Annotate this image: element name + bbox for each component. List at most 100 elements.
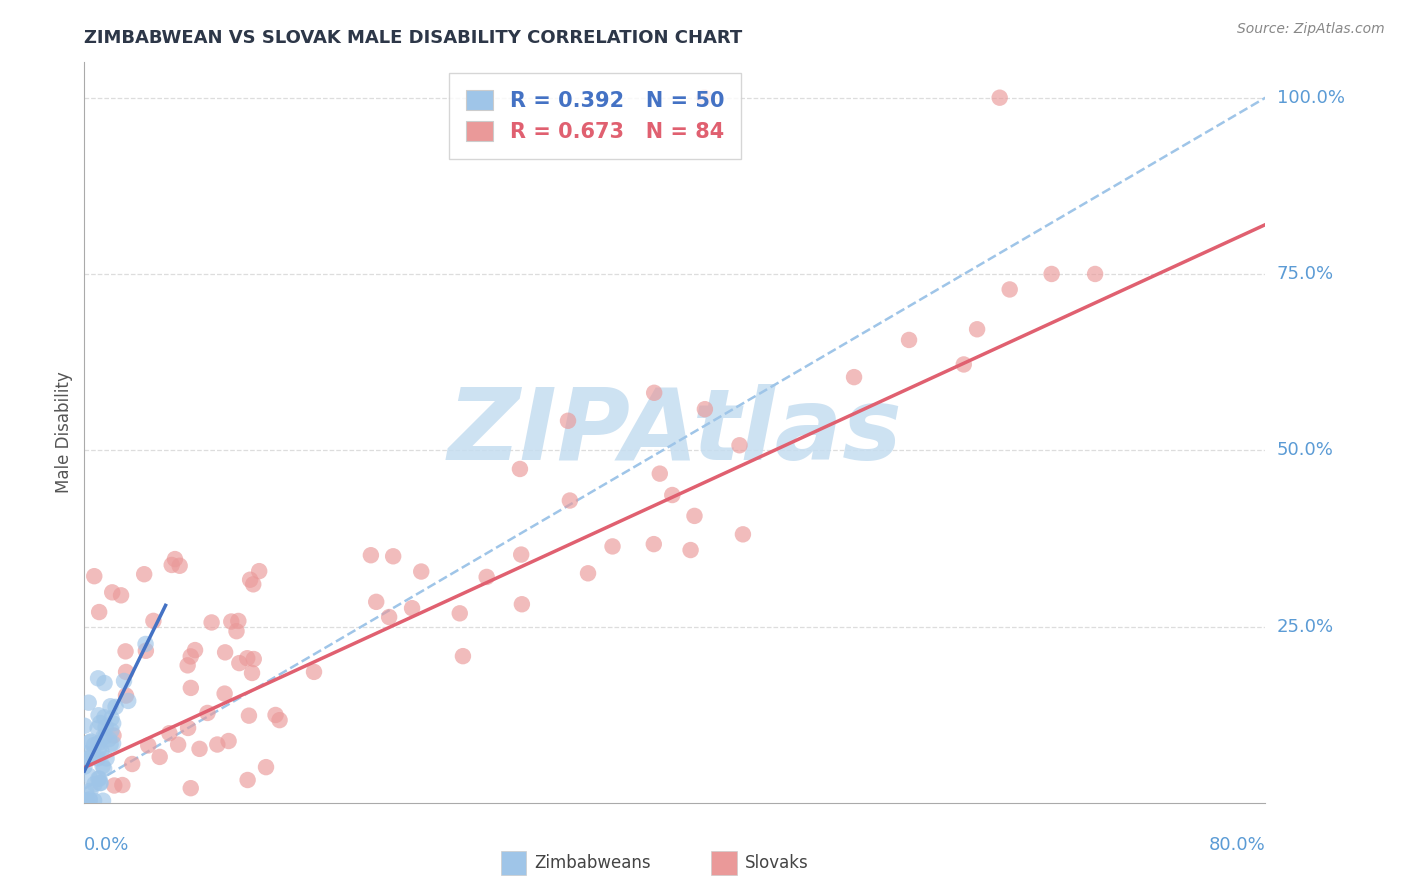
Point bbox=[160, 558, 183, 572]
Point bbox=[115, 665, 138, 679]
Point bbox=[1040, 267, 1063, 281]
Point bbox=[83, 569, 105, 583]
Point bbox=[90, 744, 112, 758]
Point bbox=[218, 734, 240, 748]
Point bbox=[180, 649, 202, 664]
Point bbox=[180, 681, 202, 695]
Point bbox=[83, 794, 105, 808]
Point bbox=[952, 358, 974, 372]
Point bbox=[100, 737, 122, 751]
Point bbox=[87, 736, 110, 750]
Point bbox=[110, 588, 132, 602]
Point bbox=[693, 91, 716, 105]
Point bbox=[236, 772, 259, 787]
Point bbox=[509, 462, 531, 476]
Text: Zimbabweans: Zimbabweans bbox=[534, 854, 651, 872]
Point bbox=[114, 644, 136, 658]
Text: 75.0%: 75.0% bbox=[1277, 265, 1334, 283]
Point bbox=[76, 794, 98, 808]
Point bbox=[180, 781, 202, 796]
Point bbox=[998, 283, 1021, 297]
Point bbox=[360, 548, 382, 562]
Point bbox=[96, 751, 118, 765]
Point bbox=[510, 597, 533, 611]
Text: 0.0%: 0.0% bbox=[84, 836, 129, 855]
Point bbox=[240, 665, 263, 680]
Point bbox=[93, 762, 115, 776]
Point bbox=[93, 730, 115, 744]
Point bbox=[188, 742, 211, 756]
Text: Slovaks: Slovaks bbox=[745, 854, 808, 872]
Point bbox=[225, 624, 247, 639]
Point bbox=[80, 734, 103, 748]
Point bbox=[510, 548, 533, 562]
Point bbox=[149, 750, 172, 764]
Point bbox=[842, 370, 865, 384]
Point bbox=[898, 333, 921, 347]
Point bbox=[117, 694, 139, 708]
Point bbox=[728, 438, 751, 452]
Text: 80.0%: 80.0% bbox=[1209, 836, 1265, 855]
Point bbox=[86, 751, 108, 765]
Point bbox=[269, 713, 291, 727]
Point bbox=[135, 644, 157, 658]
Point bbox=[136, 739, 159, 753]
Point bbox=[82, 747, 104, 761]
Point bbox=[83, 777, 105, 791]
Point bbox=[115, 689, 138, 703]
Point bbox=[142, 614, 165, 628]
Point bbox=[90, 776, 112, 790]
Point bbox=[988, 91, 1011, 105]
Point bbox=[228, 614, 250, 628]
Point bbox=[87, 743, 110, 757]
Point bbox=[648, 467, 671, 481]
Point bbox=[87, 772, 110, 786]
Point bbox=[1084, 267, 1107, 281]
Point bbox=[77, 769, 100, 783]
Point bbox=[247, 564, 270, 578]
Point bbox=[239, 573, 262, 587]
Point bbox=[73, 719, 96, 733]
Text: 50.0%: 50.0% bbox=[1277, 442, 1333, 459]
Point bbox=[643, 537, 665, 551]
Point bbox=[89, 605, 111, 619]
Y-axis label: Male Disability: Male Disability bbox=[55, 372, 73, 493]
Point bbox=[79, 792, 101, 806]
Point bbox=[93, 710, 115, 724]
Point bbox=[163, 552, 186, 566]
Text: ZIMBABWEAN VS SLOVAK MALE DISABILITY CORRELATION CHART: ZIMBABWEAN VS SLOVAK MALE DISABILITY COR… bbox=[84, 29, 742, 47]
Point bbox=[93, 676, 115, 690]
Point bbox=[378, 610, 401, 624]
Text: 25.0%: 25.0% bbox=[1277, 617, 1334, 635]
Point bbox=[121, 757, 143, 772]
Point bbox=[101, 585, 124, 599]
Point bbox=[558, 493, 581, 508]
Point bbox=[411, 565, 433, 579]
Point bbox=[302, 665, 325, 679]
Point bbox=[103, 779, 125, 793]
Point bbox=[101, 716, 124, 731]
Point bbox=[242, 577, 264, 591]
Point bbox=[228, 656, 250, 670]
Point bbox=[177, 721, 200, 735]
Point bbox=[79, 784, 101, 798]
Point bbox=[475, 570, 498, 584]
Point bbox=[134, 567, 156, 582]
Point bbox=[602, 540, 624, 554]
Point bbox=[236, 651, 259, 665]
Point bbox=[451, 649, 474, 664]
Point bbox=[197, 706, 219, 720]
Point bbox=[79, 735, 101, 749]
Point bbox=[75, 784, 97, 798]
Point bbox=[87, 708, 110, 723]
Point bbox=[167, 738, 190, 752]
Point bbox=[112, 673, 135, 688]
Point bbox=[104, 699, 127, 714]
Point bbox=[679, 543, 702, 558]
Point bbox=[73, 746, 96, 760]
Point bbox=[157, 726, 180, 740]
Point bbox=[91, 794, 114, 808]
Bar bbox=[711, 851, 737, 875]
Point bbox=[576, 566, 599, 581]
Bar bbox=[501, 851, 526, 875]
